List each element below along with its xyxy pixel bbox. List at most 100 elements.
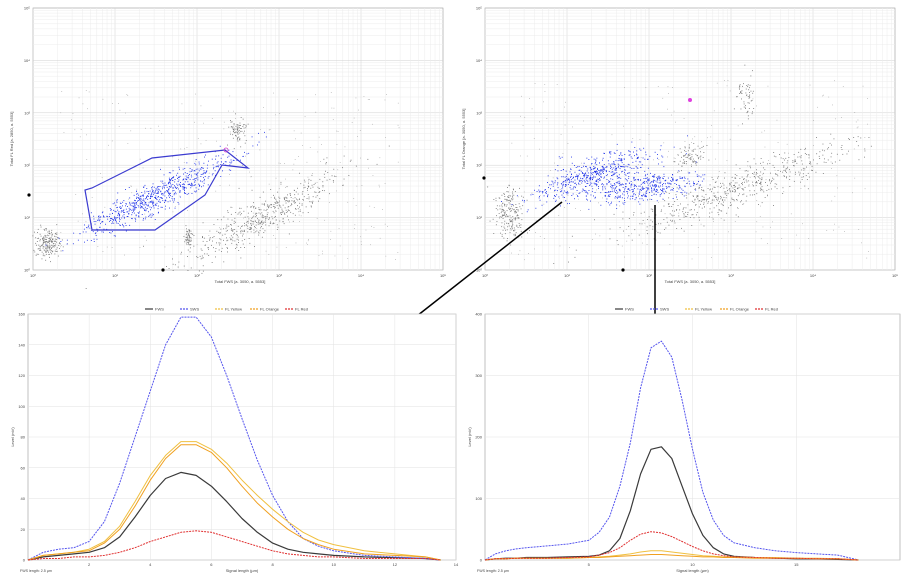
cloud-point [247, 225, 249, 227]
cloud-point [506, 191, 508, 192]
cloud-point [261, 220, 263, 222]
cloud-point [646, 226, 648, 228]
cloud-point [802, 167, 804, 169]
scatter-noise-point [715, 158, 716, 160]
selected-point [585, 186, 587, 187]
selected-point [644, 182, 646, 184]
selected-point [666, 187, 667, 189]
selected-point [137, 193, 139, 195]
selected-point [173, 187, 174, 189]
scatter-noise-point [355, 205, 357, 206]
selected-point [569, 171, 571, 173]
cloud-point [313, 184, 315, 185]
scatter-noise-point [748, 184, 750, 185]
selected-point [161, 193, 163, 195]
cloud-point [247, 216, 249, 218]
selected-point [652, 181, 654, 183]
selected-point [160, 191, 162, 193]
selected-point [145, 201, 146, 203]
scatter-noise-point [243, 217, 244, 219]
scatter-noise-point [128, 198, 129, 200]
cloud-point [85, 288, 87, 289]
selected-point [578, 183, 580, 185]
scatter-noise-point [655, 239, 657, 241]
cloud-point [240, 232, 242, 234]
scatter-noise-point [670, 184, 671, 185]
selected-point [168, 195, 170, 197]
selected-point [223, 163, 225, 164]
selected-point [608, 191, 610, 193]
selected-point [651, 187, 652, 189]
cloud-point [258, 212, 260, 214]
selected-point [191, 176, 193, 178]
selected-point [647, 199, 648, 201]
selected-point [604, 186, 606, 188]
selected-point [657, 157, 658, 159]
gate-polygon[interactable] [84, 149, 251, 231]
y-axis-label: Level (mV) [10, 427, 15, 447]
gate-handle[interactable] [223, 147, 229, 153]
selected-point [143, 218, 144, 220]
cloud-point [515, 207, 517, 208]
scatter-noise-point [713, 221, 714, 222]
selected-point [693, 183, 695, 184]
scatter-noise-point [535, 219, 537, 221]
cloud-point [678, 163, 680, 165]
selected-point [161, 197, 163, 199]
cloud-point [266, 215, 268, 217]
cloud-point [649, 198, 651, 200]
scatter-noise-point [385, 255, 387, 257]
selected-point [641, 198, 643, 200]
selected-point [116, 207, 118, 209]
cloud-point [682, 211, 684, 213]
selected-point [628, 188, 630, 190]
selected-point [615, 159, 617, 161]
selected-point [577, 175, 579, 177]
selected-point [661, 193, 662, 195]
selected-point [607, 195, 609, 197]
selected-point [632, 191, 634, 193]
selected-point [564, 184, 566, 186]
selected-point [590, 167, 592, 169]
selected-point [641, 195, 643, 197]
cloud-point [786, 171, 787, 173]
selected-point [658, 185, 659, 187]
cloud-point [798, 151, 800, 153]
selected-point [176, 188, 177, 189]
selected-point [183, 187, 185, 189]
selected-point [217, 161, 219, 163]
cloud-point [49, 238, 51, 240]
selected-point [574, 186, 576, 188]
selected-point [610, 165, 611, 167]
selected-point [632, 190, 634, 192]
cloud-point [703, 152, 705, 153]
cloud-point [780, 170, 781, 172]
selected-point [173, 176, 175, 178]
cloud-point [187, 235, 189, 237]
selected-point [628, 164, 630, 166]
selected-point [660, 177, 661, 179]
selected-point [693, 183, 695, 185]
selected-point [181, 186, 183, 188]
cloud-point [279, 200, 280, 202]
cloud-point [733, 185, 734, 186]
cloud-point [709, 216, 710, 218]
selected-point [158, 189, 160, 191]
cloud-point [261, 221, 262, 223]
cloud-point [268, 205, 270, 207]
cloud-point [281, 208, 283, 210]
cloud-point [495, 200, 497, 202]
selected-point [194, 170, 196, 172]
selected-point [598, 186, 599, 187]
cloud-point [711, 211, 713, 213]
cloud-point [702, 157, 704, 158]
scatter-noise-point [158, 130, 160, 131]
cloud-point [735, 177, 737, 179]
selected-point [610, 178, 612, 180]
cloud-point [722, 199, 724, 200]
cloud-point [737, 195, 739, 197]
cloud-point [227, 239, 229, 241]
cloud-point [332, 180, 334, 181]
cloud-point [749, 95, 750, 97]
selected-point [696, 174, 698, 176]
